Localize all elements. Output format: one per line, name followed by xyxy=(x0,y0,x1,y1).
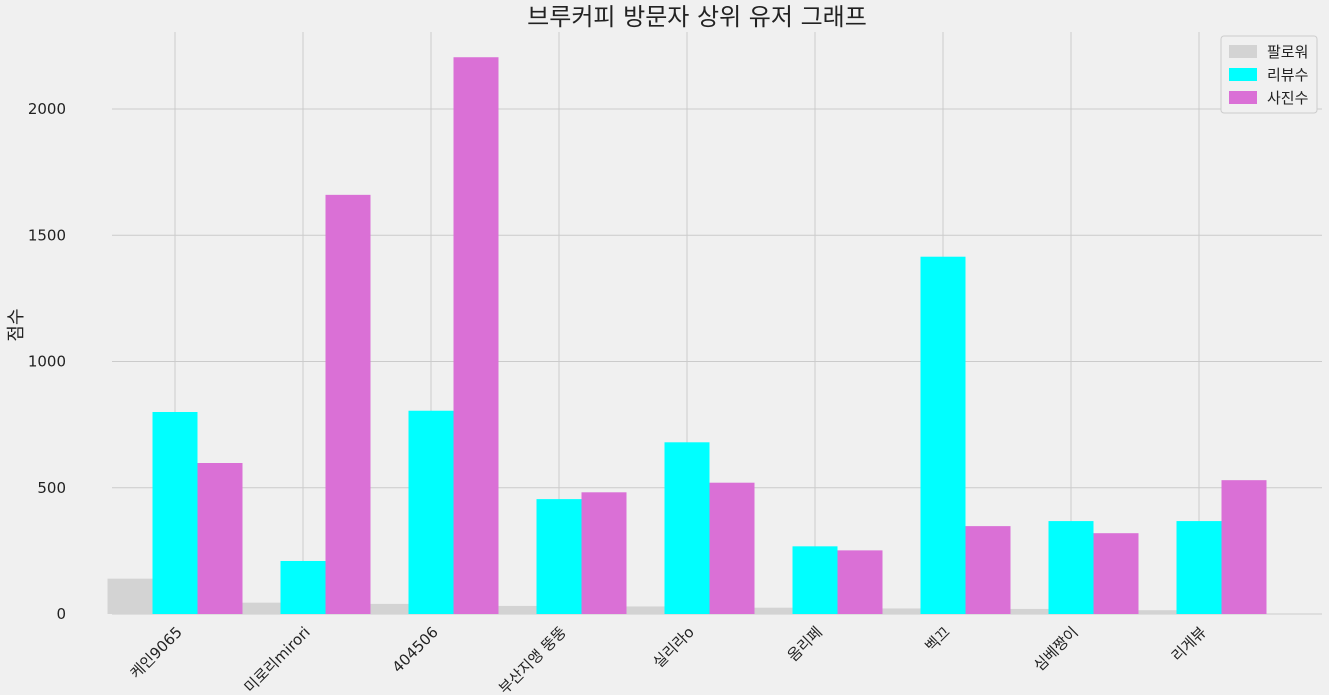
legend-swatch-1 xyxy=(1229,45,1257,58)
y-axis-label: 점수 xyxy=(6,308,27,341)
legend-label-3: 사진수 xyxy=(1267,89,1308,107)
bar-2-5 xyxy=(664,442,710,614)
y-tick-label: 1000 xyxy=(28,353,66,371)
bar-3-8 xyxy=(1093,533,1139,614)
bar-2-4 xyxy=(536,499,582,614)
bar-1-4 xyxy=(491,605,537,614)
legend-swatch-3 xyxy=(1229,91,1257,104)
bar-3-7 xyxy=(965,526,1011,614)
bar-3-3 xyxy=(453,57,499,615)
bar-2-2 xyxy=(280,560,326,614)
bar-2-1 xyxy=(152,412,198,614)
bar-3-1 xyxy=(197,463,243,614)
bar-3-4 xyxy=(581,492,627,614)
bar-1-3 xyxy=(363,603,409,614)
bar-1-6 xyxy=(747,607,793,614)
y-tick-label: 2000 xyxy=(28,100,66,118)
legend-label-2: 리뷰수 xyxy=(1267,66,1308,84)
bar-2-7 xyxy=(920,256,966,614)
bar-3-5 xyxy=(709,482,755,614)
bar-2-6 xyxy=(792,546,838,614)
legend-swatch-2 xyxy=(1229,68,1257,81)
y-tick-label: 500 xyxy=(37,479,66,497)
bar-2-9 xyxy=(1176,521,1222,614)
legend-label-1: 팔로워 xyxy=(1267,43,1308,61)
bar-1-7 xyxy=(875,608,921,614)
bar-1-2 xyxy=(235,602,281,614)
bar-1-1 xyxy=(107,578,153,614)
bar-3-9 xyxy=(1221,480,1267,614)
bars xyxy=(107,57,1267,615)
y-tick-label: 1500 xyxy=(28,226,66,244)
bar-1-9 xyxy=(1131,610,1177,614)
bar-1-5 xyxy=(619,606,665,614)
bar-1-8 xyxy=(1003,608,1049,614)
y-axis-ticks: 0 500 1000 1500 2000 xyxy=(28,100,66,623)
y-tick-label: 0 xyxy=(56,605,66,623)
bar-3-6 xyxy=(837,550,883,614)
bar-2-3 xyxy=(408,410,454,614)
bar-3-2 xyxy=(325,194,371,614)
bar-2-8 xyxy=(1048,521,1094,614)
chart-title: 브루커피 방문자 상위 유저 그래프 xyxy=(527,3,867,31)
